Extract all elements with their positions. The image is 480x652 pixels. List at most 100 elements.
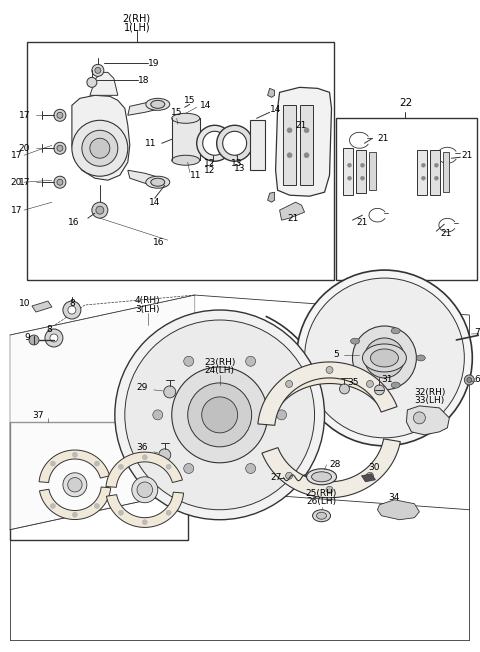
- Text: 36: 36: [136, 443, 148, 452]
- Text: 7: 7: [474, 329, 480, 338]
- Text: 15: 15: [184, 96, 195, 105]
- Text: 2(RH): 2(RH): [123, 14, 151, 23]
- Circle shape: [72, 452, 77, 457]
- Circle shape: [421, 176, 425, 180]
- Circle shape: [90, 138, 110, 158]
- Circle shape: [364, 338, 405, 378]
- Circle shape: [164, 386, 176, 398]
- Bar: [336, 118, 477, 280]
- Text: 11: 11: [190, 171, 201, 180]
- Text: 8: 8: [69, 299, 75, 308]
- Text: 32(RH): 32(RH): [414, 389, 446, 398]
- Polygon shape: [10, 295, 195, 529]
- Text: 8: 8: [46, 325, 52, 334]
- Circle shape: [304, 278, 464, 438]
- Circle shape: [166, 511, 171, 515]
- Polygon shape: [283, 106, 296, 185]
- Circle shape: [413, 412, 425, 424]
- Text: 14: 14: [270, 105, 281, 114]
- Ellipse shape: [172, 155, 200, 165]
- Text: 25(RH): 25(RH): [306, 489, 337, 498]
- Text: 35: 35: [348, 378, 359, 387]
- Text: 13: 13: [234, 164, 245, 173]
- Circle shape: [54, 142, 66, 155]
- Text: 21: 21: [296, 121, 307, 130]
- Text: 33(LH): 33(LH): [414, 396, 444, 406]
- Text: 11: 11: [145, 139, 157, 148]
- Circle shape: [119, 511, 123, 515]
- Text: 21: 21: [440, 229, 452, 237]
- Polygon shape: [418, 150, 427, 195]
- Circle shape: [348, 176, 351, 180]
- Circle shape: [202, 397, 238, 433]
- Polygon shape: [172, 118, 200, 160]
- Circle shape: [326, 366, 333, 374]
- Circle shape: [142, 455, 147, 460]
- Circle shape: [50, 503, 55, 509]
- Text: 21: 21: [287, 214, 298, 222]
- Polygon shape: [39, 450, 109, 482]
- Circle shape: [29, 335, 39, 345]
- Text: 27: 27: [270, 473, 282, 482]
- Circle shape: [223, 131, 247, 155]
- Ellipse shape: [350, 372, 360, 378]
- Polygon shape: [72, 95, 130, 180]
- Polygon shape: [377, 499, 420, 520]
- Polygon shape: [357, 150, 366, 193]
- Circle shape: [68, 306, 76, 314]
- Ellipse shape: [151, 178, 165, 186]
- Circle shape: [57, 112, 63, 118]
- Circle shape: [366, 381, 373, 387]
- Polygon shape: [106, 452, 182, 487]
- Circle shape: [95, 461, 99, 466]
- Circle shape: [374, 385, 384, 395]
- Circle shape: [57, 145, 63, 151]
- Polygon shape: [90, 72, 118, 95]
- Circle shape: [360, 176, 364, 180]
- Text: 21: 21: [377, 134, 389, 143]
- Circle shape: [132, 477, 158, 503]
- Text: 21: 21: [357, 218, 368, 227]
- Text: 13: 13: [231, 158, 242, 168]
- Circle shape: [297, 270, 472, 446]
- Bar: [27, 42, 334, 280]
- Text: 16: 16: [68, 218, 80, 227]
- Bar: [10, 422, 188, 540]
- Text: 14: 14: [149, 198, 160, 207]
- Circle shape: [50, 334, 58, 342]
- Text: 17: 17: [18, 111, 30, 120]
- Text: 5: 5: [334, 351, 339, 359]
- Polygon shape: [128, 170, 168, 186]
- Text: 31: 31: [382, 376, 393, 385]
- Circle shape: [326, 486, 333, 494]
- Text: 22: 22: [399, 98, 412, 108]
- Ellipse shape: [316, 512, 326, 519]
- Ellipse shape: [350, 338, 360, 344]
- Circle shape: [467, 378, 472, 383]
- Circle shape: [421, 163, 425, 167]
- Ellipse shape: [312, 472, 332, 482]
- Circle shape: [197, 125, 233, 161]
- Text: 9: 9: [24, 333, 30, 342]
- Polygon shape: [128, 100, 168, 115]
- Circle shape: [286, 472, 293, 479]
- Circle shape: [434, 176, 438, 180]
- Circle shape: [360, 163, 364, 167]
- Ellipse shape: [391, 382, 400, 388]
- Circle shape: [50, 461, 55, 466]
- Circle shape: [166, 464, 171, 469]
- Circle shape: [287, 153, 292, 158]
- Text: 17: 17: [11, 205, 22, 215]
- Text: 29: 29: [136, 383, 148, 393]
- Polygon shape: [276, 87, 332, 196]
- Circle shape: [188, 383, 252, 447]
- Text: 30: 30: [369, 464, 380, 472]
- Circle shape: [352, 326, 416, 390]
- Text: 17: 17: [11, 151, 22, 160]
- Text: 23(RH): 23(RH): [204, 359, 235, 368]
- Ellipse shape: [391, 328, 400, 334]
- Polygon shape: [258, 362, 397, 425]
- Circle shape: [286, 381, 293, 387]
- Text: 21: 21: [461, 151, 473, 160]
- Circle shape: [54, 176, 66, 188]
